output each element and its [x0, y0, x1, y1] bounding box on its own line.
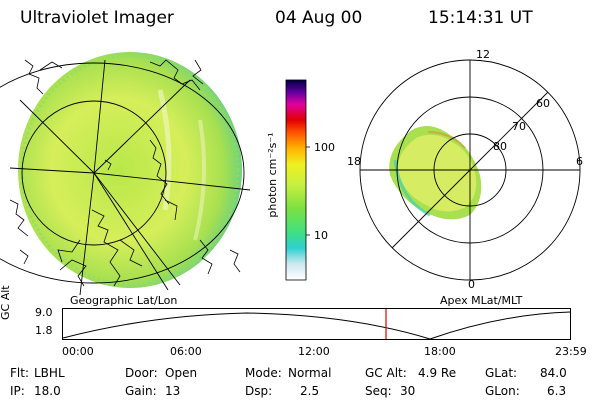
lat-circle-outer [0, 62, 245, 284]
time-tick-1800: 18:00 [424, 345, 456, 358]
time-tick-0600: 06:00 [170, 345, 202, 358]
colorbar: photon cm⁻²s⁻¹ [266, 79, 310, 281]
gc-alt-ytick-1.8: 1.8 [35, 324, 53, 337]
colorbar-scale [285, 79, 307, 281]
right-panel-label: Apex MLat/MLT [440, 294, 523, 307]
door-value: Open [165, 366, 198, 380]
dsp-value: 2.5 [300, 384, 320, 398]
gc-alt-curve [62, 311, 571, 340]
mlt-label-12: 12 [476, 48, 490, 61]
door-label: Door: [125, 366, 158, 380]
gc-alt-ytick-9: 9.0 [35, 306, 53, 319]
instrument-title: Ultraviolet Imager [20, 8, 174, 28]
gc-alt-plot [62, 308, 571, 340]
meridian-lines [9, 59, 251, 295]
header-date: 04 Aug 00 [275, 8, 363, 28]
lat-label-70: 70 [512, 120, 526, 133]
polar-plot [359, 59, 581, 281]
colorbar-tick-10: 10 [314, 229, 328, 242]
mlt-label-18: 18 [347, 155, 361, 168]
earth-disk [18, 52, 242, 288]
mlt-label-0: 0 [468, 278, 475, 291]
glat-value: 84.0 [540, 366, 567, 380]
seq-value: 30 [400, 384, 416, 398]
lat-label-80: 80 [493, 140, 507, 153]
geographic-image [0, 52, 251, 295]
coastlines [9, 59, 241, 287]
flt-value: LBHL [34, 366, 65, 380]
lat-circle-inner [21, 100, 167, 246]
ip-value: 18.0 [34, 384, 61, 398]
gain-label: Gain: [125, 384, 157, 398]
gain-value: 13 [165, 384, 181, 398]
gc-alt-ylabel: GC Alt [0, 285, 12, 320]
mode-label: Mode: [245, 366, 282, 380]
colorbar-tick-100: 100 [314, 141, 335, 154]
left-panel-label: Geographic Lat/Lon [70, 294, 178, 307]
lat-label-60: 60 [536, 97, 550, 110]
gcalt-label: GC Alt: [365, 366, 407, 380]
flt-label: Flt: [10, 366, 29, 380]
seq-label: Seq: [365, 384, 392, 398]
dsp-label: Dsp: [245, 384, 273, 398]
colorbar-unit-label: photon cm⁻²s⁻¹ [266, 132, 279, 217]
glon-label: GLon: [485, 384, 520, 398]
gcalt-value: 4.9 Re [418, 366, 457, 380]
mode-value: Normal [288, 366, 332, 380]
mlt-spokes [360, 60, 580, 280]
mlt-label-6: 6 [576, 155, 583, 168]
glat-label: GLat: [485, 366, 518, 380]
time-tick-0000: 00:00 [62, 345, 94, 358]
glon-value: 6.3 [547, 384, 567, 398]
ip-label: IP: [10, 384, 25, 398]
time-tick-1200: 12:00 [298, 345, 330, 358]
time-tick-2359: 23:59 [555, 345, 587, 358]
header-time: 15:14:31 UT [428, 8, 533, 28]
